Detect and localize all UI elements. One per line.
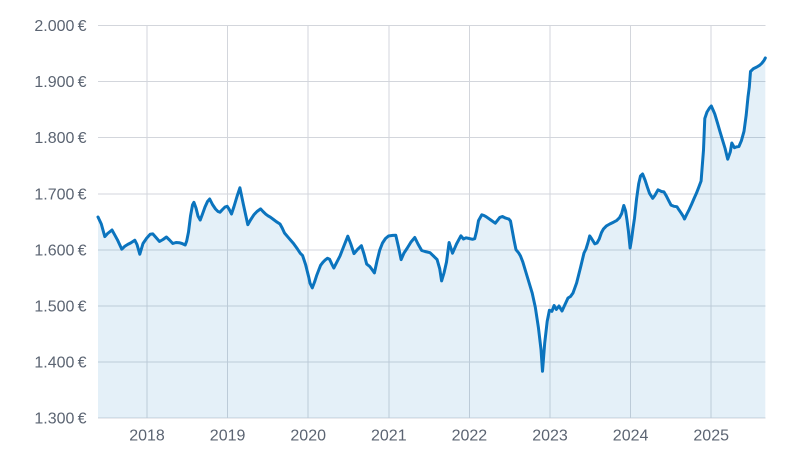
svg-text:2020: 2020 [290,428,326,445]
svg-text:1.600 €: 1.600 € [34,242,86,259]
svg-text:2019: 2019 [210,428,246,445]
svg-text:1.700 €: 1.700 € [34,186,86,203]
svg-text:2022: 2022 [452,428,488,445]
svg-text:2021: 2021 [371,428,407,445]
svg-text:1.800 €: 1.800 € [34,130,86,147]
svg-text:2018: 2018 [129,428,165,445]
svg-text:1.500 €: 1.500 € [34,298,86,315]
svg-text:2024: 2024 [613,428,649,445]
svg-text:1.300 €: 1.300 € [34,411,86,428]
svg-text:2025: 2025 [693,428,729,445]
svg-text:1.400 €: 1.400 € [34,354,86,371]
svg-text:2.000 €: 2.000 € [34,18,86,35]
svg-text:1.900 €: 1.900 € [34,74,86,91]
svg-text:2023: 2023 [532,428,568,445]
